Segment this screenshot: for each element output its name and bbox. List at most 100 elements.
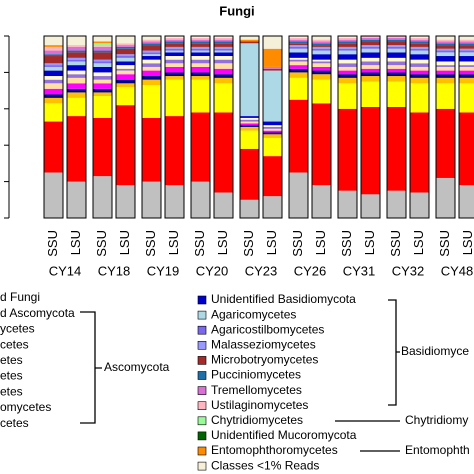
bar-segment — [240, 116, 259, 118]
bar-segment — [67, 74, 86, 78]
bar-segment — [67, 59, 86, 62]
bar-segment — [93, 72, 112, 77]
bar-outline — [360, 35, 381, 219]
bar-outline — [66, 35, 87, 219]
bar-segment — [436, 41, 455, 44]
bar-segment — [240, 119, 259, 122]
bar-segment — [436, 50, 455, 53]
bar-segment — [459, 77, 474, 84]
bar-segment — [116, 74, 135, 80]
bar-segment — [410, 50, 429, 55]
bar-segment — [44, 121, 63, 173]
x-tick-label: SSU — [241, 230, 256, 257]
bar-segment — [436, 74, 455, 78]
bar-segment — [459, 70, 474, 75]
bar-segment — [338, 190, 357, 218]
bar-segment — [67, 88, 86, 93]
x-tick-label: SSU — [437, 230, 452, 257]
bar-segment — [459, 66, 474, 71]
legend-label: Microbotryomycetes — [211, 353, 318, 367]
bar-segment — [387, 36, 406, 38]
bar-segment — [116, 65, 135, 69]
bar-segment — [387, 81, 406, 107]
bar-segment — [410, 43, 429, 47]
bar-segment — [459, 48, 474, 51]
bar-segment — [44, 97, 63, 104]
bar-outline — [262, 35, 283, 219]
group-label: CY31 — [343, 263, 376, 278]
bar-segment — [361, 81, 380, 107]
bar-segment — [410, 54, 429, 60]
legend-label: etes — [0, 353, 23, 367]
bar-segment — [116, 86, 135, 106]
bar-segment — [361, 68, 380, 73]
x-tick-label: LSU — [68, 230, 83, 255]
bar-segment — [312, 50, 331, 55]
bar-segment — [116, 45, 135, 47]
bar-segment — [361, 65, 380, 69]
bar-segment — [116, 54, 135, 57]
bar-segment — [289, 45, 308, 47]
bar-segment — [436, 36, 455, 40]
bar-segment — [240, 39, 259, 42]
bar-segment — [93, 63, 112, 67]
bar-segment — [387, 37, 406, 40]
group-label: CY26 — [294, 263, 327, 278]
bar-segment — [67, 57, 86, 60]
bar-segment — [191, 56, 210, 60]
bar-segment — [44, 45, 63, 47]
bar-segment — [44, 76, 63, 80]
bar-segment — [263, 132, 282, 135]
bar-segment — [93, 41, 112, 44]
bar-segment — [312, 66, 331, 71]
bar-segment — [338, 37, 357, 40]
bar-segment — [361, 39, 380, 42]
bar-segment — [44, 36, 63, 46]
legend-label: etes — [0, 384, 23, 398]
legend-swatch — [197, 386, 207, 395]
x-tick-label: SSU — [388, 230, 403, 257]
bar-segment — [93, 66, 112, 73]
bar-segment — [165, 76, 184, 80]
bar-segment — [338, 36, 357, 38]
bar-segment — [312, 45, 331, 47]
bar-segment — [312, 185, 331, 218]
bar-segment — [263, 125, 282, 127]
legend-label: Unidentified Mucoromycota — [211, 428, 357, 442]
bar-outline — [92, 35, 113, 219]
legend-swatch — [197, 310, 207, 320]
legend-label: Tremellomycetes — [211, 383, 302, 397]
bar-segment — [459, 185, 474, 218]
legend-swatch — [197, 325, 207, 335]
bar-segment — [387, 106, 406, 191]
bar-segment — [410, 74, 429, 78]
bar-segment — [142, 50, 161, 53]
bar-segment — [338, 77, 357, 84]
legend-label: Ustilaginomycetes — [211, 398, 308, 412]
bar-segment — [289, 72, 308, 78]
bar-segment — [289, 41, 308, 44]
bar-segment — [67, 97, 86, 117]
bar-segment — [191, 50, 210, 53]
bar-segment — [165, 116, 184, 186]
bar-segment — [214, 41, 233, 44]
bar-segment — [387, 68, 406, 73]
bar-segment — [191, 48, 210, 51]
bar-segment — [142, 117, 161, 182]
bar-segment — [44, 103, 63, 122]
bar-segment — [263, 134, 282, 138]
bar-segment — [263, 66, 282, 69]
bar-segment — [214, 36, 233, 38]
bar-segment — [67, 45, 86, 47]
bar-segment — [410, 48, 429, 51]
bar-segment — [436, 61, 455, 66]
bar-segment — [116, 105, 135, 186]
bar-segment — [289, 39, 308, 42]
bar-segment — [191, 181, 210, 218]
bar-segment — [289, 99, 308, 173]
bar-segment — [44, 63, 63, 66]
bar-segment — [289, 46, 308, 49]
bar-segment — [93, 76, 112, 80]
bar-segment — [436, 45, 455, 49]
x-tick-label: LSU — [215, 230, 230, 255]
